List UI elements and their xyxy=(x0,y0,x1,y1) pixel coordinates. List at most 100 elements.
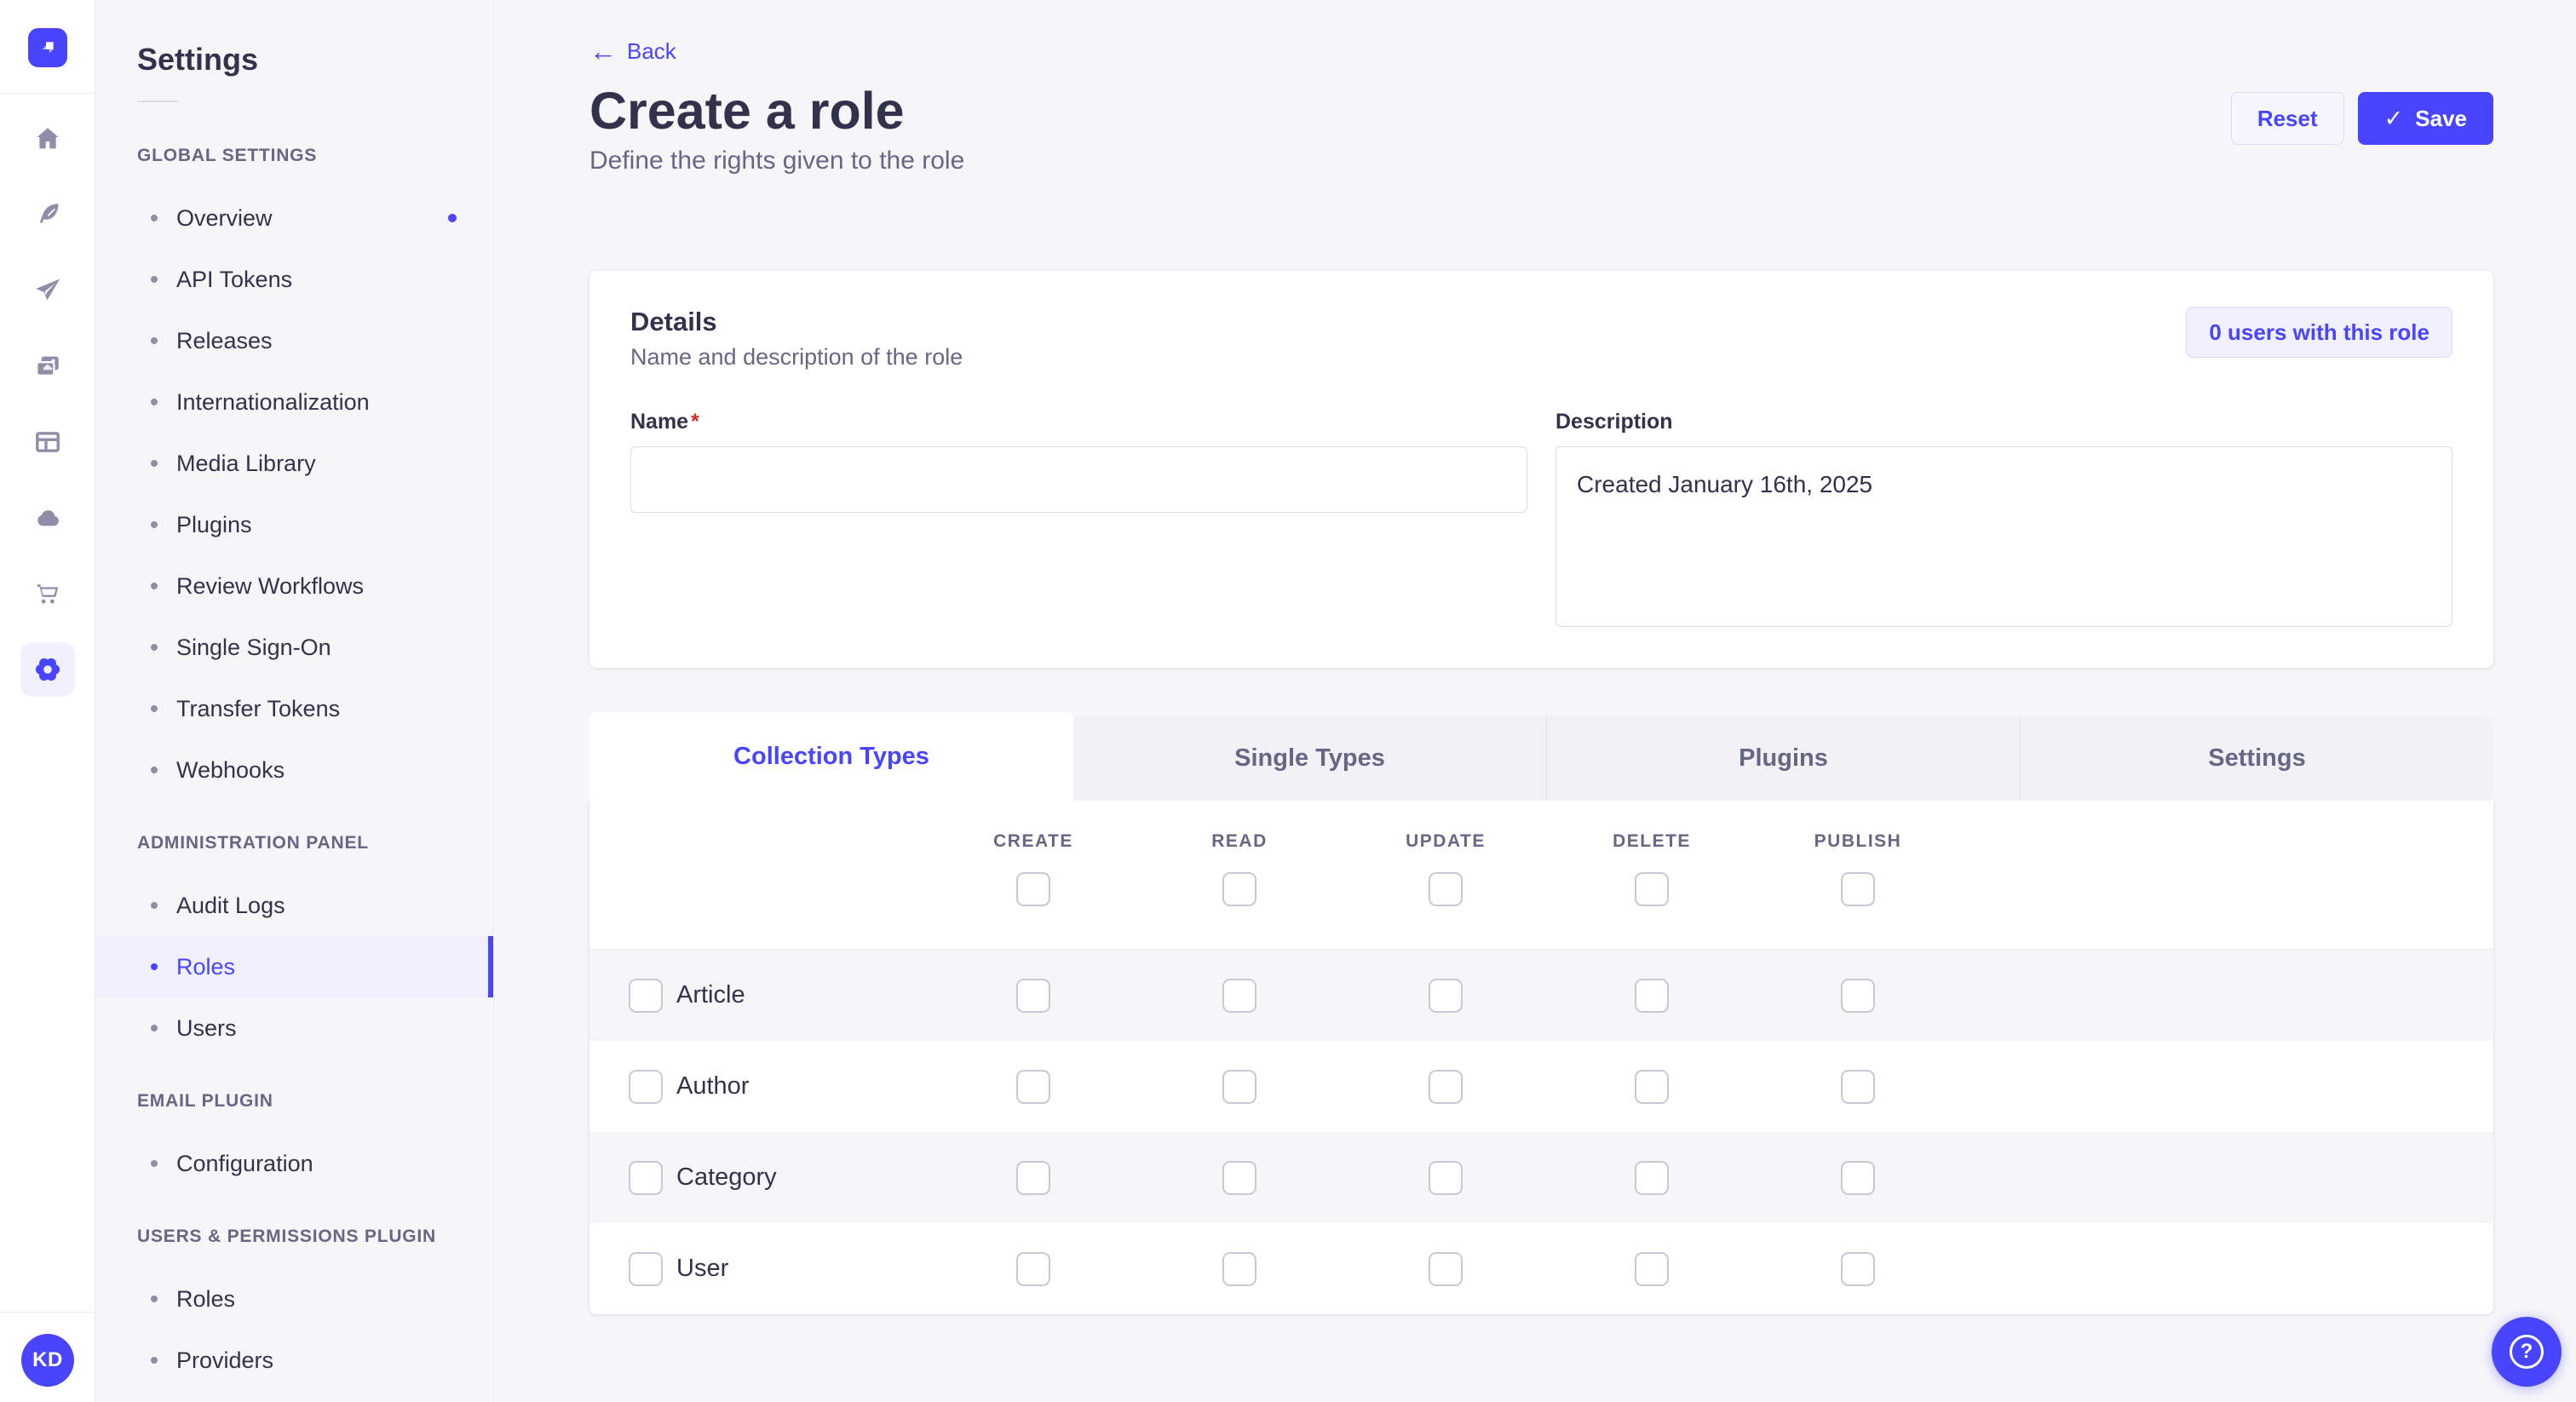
article-read-checkbox[interactable] xyxy=(1222,978,1256,1013)
notification-dot-icon xyxy=(448,214,457,222)
nav-strip: KD xyxy=(0,0,95,1402)
category-update-checkbox[interactable] xyxy=(1429,1160,1463,1195)
bullet-icon xyxy=(151,1296,158,1302)
author-update-checkbox[interactable] xyxy=(1429,1069,1463,1104)
sidebar-item-api-tokens[interactable]: API Tokens xyxy=(95,249,493,310)
users-with-role-badge[interactable]: 0 users with this role xyxy=(2186,307,2452,358)
save-button[interactable]: ✓ Save xyxy=(2357,92,2493,145)
sidebar-item-audit-logs[interactable]: Audit Logs xyxy=(95,875,493,936)
check-icon: ✓ xyxy=(2383,105,2404,131)
back-link[interactable]: ← Back xyxy=(589,36,676,66)
category-create-checkbox[interactable] xyxy=(1016,1160,1050,1195)
column-header-create: CREATE xyxy=(993,831,1073,851)
cloud-icon[interactable] xyxy=(20,491,75,545)
nav-divider-bottom xyxy=(0,1312,95,1313)
media-library-icon[interactable] xyxy=(20,339,75,394)
select-all-read-checkbox[interactable] xyxy=(1222,872,1256,906)
tab-collection-types[interactable]: Collection Types xyxy=(589,712,1073,801)
select-all-delete-checkbox[interactable] xyxy=(1635,872,1669,906)
category-read-checkbox[interactable] xyxy=(1222,1160,1256,1195)
article-delete-checkbox[interactable] xyxy=(1635,978,1669,1013)
section-header-email-plugin: EMAIL PLUGIN xyxy=(137,1091,273,1111)
sidebar-item-label: Transfer Tokens xyxy=(176,695,341,721)
sidebar-item-review-workflows[interactable]: Review Workflows xyxy=(95,555,493,617)
category-publish-checkbox[interactable] xyxy=(1841,1160,1875,1195)
strapi-logo[interactable] xyxy=(28,28,67,67)
sidebar-item-label: Releases xyxy=(176,327,273,353)
required-asterisk: * xyxy=(691,410,699,434)
row-label: Category xyxy=(676,1164,777,1191)
column-header-update: UPDATE xyxy=(1406,831,1486,851)
save-label: Save xyxy=(2415,105,2467,131)
bullet-icon xyxy=(151,276,158,283)
nav-divider xyxy=(0,93,95,94)
column-header-read: READ xyxy=(1211,831,1268,851)
bullet-icon xyxy=(151,902,158,909)
article-row-checkbox[interactable] xyxy=(629,978,663,1013)
sidebar-item-plugins[interactable]: Plugins xyxy=(95,494,493,555)
home-icon[interactable] xyxy=(20,112,75,166)
paper-plane-icon[interactable] xyxy=(20,263,75,318)
user-row-checkbox[interactable] xyxy=(629,1251,663,1286)
bullet-icon xyxy=(151,1357,158,1364)
sidebar-item-label: Overview xyxy=(176,204,273,231)
article-create-checkbox[interactable] xyxy=(1016,978,1050,1013)
user-publish-checkbox[interactable] xyxy=(1841,1251,1875,1286)
cart-icon[interactable] xyxy=(20,566,75,621)
sidebar-item-releases[interactable]: Releases xyxy=(95,310,493,371)
tab-single-types[interactable]: Single Types xyxy=(1234,744,1385,772)
tab-settings[interactable]: Settings xyxy=(2020,716,2493,801)
permissions-table-header: CREATE READ UPDATE DELETE PUBLISH xyxy=(589,801,2493,950)
category-row-checkbox[interactable] xyxy=(629,1160,663,1195)
author-row-checkbox[interactable] xyxy=(629,1069,663,1104)
sidebar-item-providers[interactable]: Providers xyxy=(95,1330,493,1391)
sidebar-item-users[interactable]: Users xyxy=(95,997,493,1059)
role-description-textarea[interactable]: Created January 16th, 2025 xyxy=(1555,446,2452,627)
layout-icon[interactable] xyxy=(20,415,75,469)
subnav-title: Settings xyxy=(137,42,259,77)
author-publish-checkbox[interactable] xyxy=(1841,1069,1875,1104)
row-label: User xyxy=(676,1255,729,1282)
bullet-icon xyxy=(151,583,158,589)
user-update-checkbox[interactable] xyxy=(1429,1251,1463,1286)
article-update-checkbox[interactable] xyxy=(1429,978,1463,1013)
reset-button[interactable]: Reset xyxy=(2230,92,2344,145)
sidebar-item-overview[interactable]: Overview xyxy=(95,187,493,249)
user-read-checkbox[interactable] xyxy=(1222,1251,1256,1286)
sidebar-item-webhooks[interactable]: Webhooks xyxy=(95,739,493,801)
user-delete-checkbox[interactable] xyxy=(1635,1251,1669,1286)
article-publish-checkbox[interactable] xyxy=(1841,978,1875,1013)
section-header-administration-panel: ADMINISTRATION PANEL xyxy=(137,833,369,853)
details-card: Details Name and description of the role… xyxy=(589,271,2493,668)
sidebar-item-single-sign-on[interactable]: Single Sign-On xyxy=(95,617,493,678)
user-avatar[interactable]: KD xyxy=(21,1334,74,1387)
column-header-delete: DELETE xyxy=(1613,831,1691,851)
author-create-checkbox[interactable] xyxy=(1016,1069,1050,1104)
select-all-update-checkbox[interactable] xyxy=(1429,872,1463,906)
role-name-input[interactable] xyxy=(630,446,1527,513)
category-delete-checkbox[interactable] xyxy=(1635,1160,1669,1195)
sidebar-item-roles[interactable]: Roles xyxy=(95,1268,493,1330)
permission-row-user: User xyxy=(589,1223,2493,1314)
sidebar-item-configuration[interactable]: Configuration xyxy=(95,1133,493,1194)
back-arrow-icon: ← xyxy=(589,36,617,66)
sidebar-item-label: Roles xyxy=(176,953,236,980)
bullet-icon xyxy=(151,337,158,344)
sidebar-item-roles[interactable]: Roles xyxy=(95,936,493,997)
select-all-publish-checkbox[interactable] xyxy=(1841,872,1875,906)
user-create-checkbox[interactable] xyxy=(1016,1251,1050,1286)
help-button[interactable]: ? xyxy=(2492,1317,2562,1387)
author-read-checkbox[interactable] xyxy=(1222,1069,1256,1104)
sidebar-item-internationalization[interactable]: Internationalization xyxy=(95,371,493,433)
settings-gear-icon[interactable] xyxy=(20,642,75,697)
description-label: Description xyxy=(1555,410,1673,434)
sidebar-item-label: Webhooks xyxy=(176,756,285,783)
author-delete-checkbox[interactable] xyxy=(1635,1069,1669,1104)
bullet-icon xyxy=(151,705,158,712)
details-card-title: Details xyxy=(630,307,717,336)
tab-plugins[interactable]: Plugins xyxy=(1546,716,2020,801)
sidebar-item-transfer-tokens[interactable]: Transfer Tokens xyxy=(95,678,493,739)
select-all-create-checkbox[interactable] xyxy=(1016,872,1050,906)
feather-icon[interactable] xyxy=(20,187,75,242)
sidebar-item-media-library[interactable]: Media Library xyxy=(95,433,493,494)
